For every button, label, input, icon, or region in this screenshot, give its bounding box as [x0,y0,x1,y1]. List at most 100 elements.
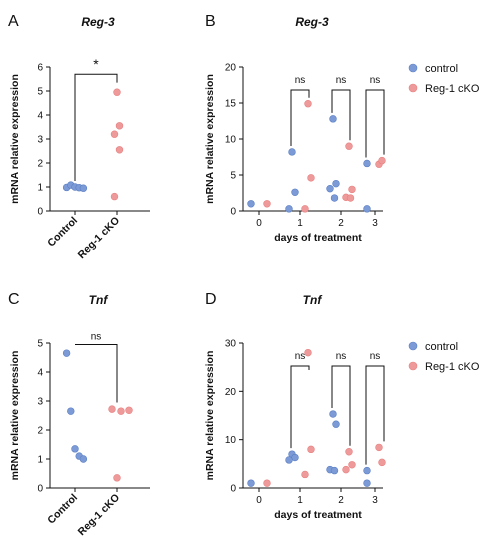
cko-point [378,156,386,165]
control-point [67,407,75,415]
x-axis-label: days of treatment [274,509,362,521]
cko-point [345,448,353,456]
significance-bracket [290,89,310,146]
control-point [285,456,293,464]
y-tick-label: 2 [37,159,43,170]
legend-label: Reg-1 cKO [425,361,480,373]
cko-point [348,185,356,194]
significance-bracket [331,365,351,446]
y-tick-label: 15 [225,99,237,110]
control-point [330,466,339,475]
legend-bottom: control Reg-1 cKO [408,341,480,373]
x-tick-label: 0 [256,495,262,506]
panel-letter: A [8,13,19,30]
y-tick-label: 5 [37,87,43,98]
chart-title: Reg-3 [295,15,329,29]
control-point [332,420,340,428]
chart-title: Tnf [303,293,323,307]
cko-point [301,205,309,213]
x-category-label: Reg-1 cKO [76,492,122,538]
chart-title: Tnf [89,293,109,307]
control-point [247,479,255,487]
panel-b: B Reg-3 0 5 10 15 20 mRNA relative expression 0 1… [204,13,386,244]
legend-marker [408,63,418,73]
panel-a: A Reg-3 0 1 2 3 4 5 6 mRNA relative expression Con… [8,13,150,261]
x-tick-label: 3 [372,495,378,506]
significance-label: ns [370,75,381,86]
y-axis-label: mRNA relative expression [204,74,216,204]
panel-letter: B [205,13,216,30]
legend-label: control [425,341,458,353]
cko-point [346,194,355,202]
y-tick-label: 0 [37,484,43,495]
y-tick-label: 20 [225,63,237,74]
y-tick-label: 0 [230,484,236,495]
control-point [79,184,88,192]
y-axis-label: mRNA relative expression [9,351,21,481]
legend-label: Reg-1 cKO [425,83,480,95]
significance-bracket [290,365,310,449]
control-point [291,188,299,196]
cko-point [113,474,121,482]
y-tick-label: 4 [37,111,43,122]
significance-bracket [365,89,385,158]
control-point [363,466,371,475]
y-axis-label: mRNA relative expression [9,74,21,204]
x-tick-label: 2 [338,495,344,506]
cko-point [348,461,356,469]
cko-point [342,465,350,474]
legend-marker [408,341,418,351]
control-point [288,148,296,156]
y-tick-label: 6 [37,63,43,74]
cko-point [307,445,315,454]
significance-label: ns [370,351,381,362]
control-point [363,159,371,168]
y-tick-label: 5 [37,339,43,350]
control-point [285,205,293,213]
cko-point [375,443,383,452]
cko-point [115,146,124,154]
control-point [330,194,339,202]
cko-point [115,122,124,130]
control-point [326,184,334,193]
significance-bracket [331,89,351,141]
control-point [79,455,88,463]
legend-label: control [425,63,458,75]
cko-point [113,88,121,96]
legend-top: control Reg-1 cKO [408,63,480,95]
panel-c: C Tnf 0 1 2 3 4 5 mRNA relative expression Contro… [8,291,150,538]
significance-bracket [75,343,118,403]
cko-point [301,470,309,479]
y-tick-label: 0 [230,207,236,218]
panel-letter: D [205,291,217,308]
control-point [363,479,371,487]
panel-d: D Tnf 0 10 20 30 mRNA relative expression 0 1 2 3d… [204,291,386,521]
panel-letter: C [8,291,20,308]
y-tick-label: 2 [37,426,43,437]
y-tick-label: 4 [37,368,43,379]
y-tick-label: 5 [230,171,236,182]
x-tick-label: 1 [297,495,303,506]
y-tick-label: 3 [37,135,43,146]
cko-point [110,192,119,201]
cko-point [117,407,125,415]
x-tick-label: 2 [338,218,344,229]
legend-marker [408,361,418,371]
x-category-label: Reg-1 cKO [76,215,122,261]
y-tick-label: 3 [37,397,43,408]
cko-point [263,479,271,487]
significance-label: ns [295,75,306,86]
x-tick-label: 0 [256,218,262,229]
cko-point [307,174,315,182]
significance-label: ns [91,331,102,342]
significance-bracket [74,73,118,181]
y-tick-label: 10 [225,135,237,146]
control-point [329,115,337,123]
y-tick-label: 30 [225,339,237,350]
legend-marker [408,83,418,93]
y-tick-label: 1 [37,455,43,466]
control-point [363,205,371,213]
cko-point [110,130,119,138]
y-tick-label: 0 [37,207,43,218]
